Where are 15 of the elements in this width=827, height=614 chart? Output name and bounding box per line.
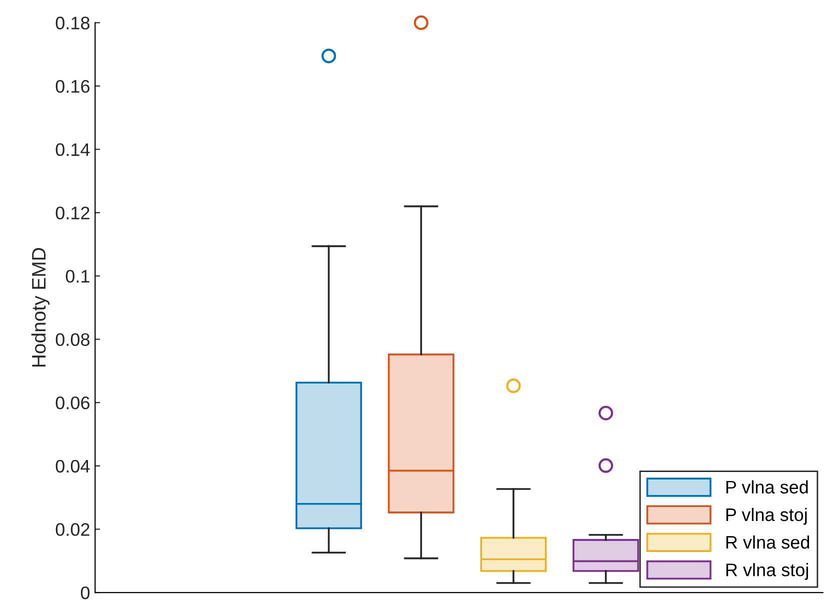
y-tick-label: 0.14 bbox=[56, 143, 90, 156]
y-axis-title: Hodnoty EMD bbox=[31, 248, 50, 367]
y-tick-label: 0.16 bbox=[56, 80, 90, 93]
y-tick-label: 0 bbox=[80, 586, 90, 600]
y-tick-label: 0.12 bbox=[56, 206, 90, 220]
legend-label: P vlna stoj bbox=[726, 508, 807, 525]
y-tick-label: 0.02 bbox=[56, 523, 90, 536]
y-tick-label: 0.04 bbox=[56, 460, 90, 473]
y-tick-label: 0.08 bbox=[56, 333, 90, 346]
y-tick-label: 0.18 bbox=[56, 16, 90, 30]
legend-label: P vlna sed bbox=[726, 480, 808, 494]
y-tick-label: 0.06 bbox=[56, 396, 90, 410]
y-tick-label: 0.1 bbox=[66, 270, 90, 283]
legend-label: R vlna sed bbox=[726, 535, 810, 549]
legend-label: R vlna stoj bbox=[726, 563, 808, 580]
